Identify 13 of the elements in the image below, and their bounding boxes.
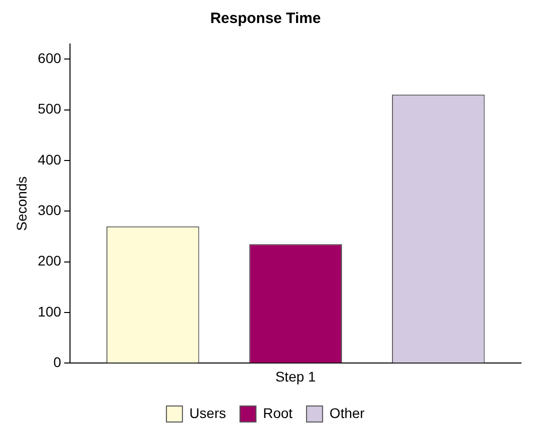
legend-label: Other bbox=[330, 404, 365, 421]
y-tick-label: 300 bbox=[38, 202, 62, 218]
y-tick-label: 500 bbox=[38, 100, 62, 117]
x-tick-label: Step 1 bbox=[275, 368, 316, 384]
y-tick-label: 600 bbox=[38, 50, 62, 66]
y-tick-label: 0 bbox=[53, 354, 62, 370]
y-axis-title: Seconds bbox=[13, 176, 30, 231]
y-tick-label: 100 bbox=[38, 303, 62, 320]
chart-title: Response Time bbox=[210, 10, 321, 28]
legend-label: Root bbox=[262, 404, 293, 421]
y-tick-label: 400 bbox=[38, 151, 62, 168]
legend-label: Users bbox=[189, 404, 226, 421]
y-tick-label: 200 bbox=[38, 252, 62, 269]
